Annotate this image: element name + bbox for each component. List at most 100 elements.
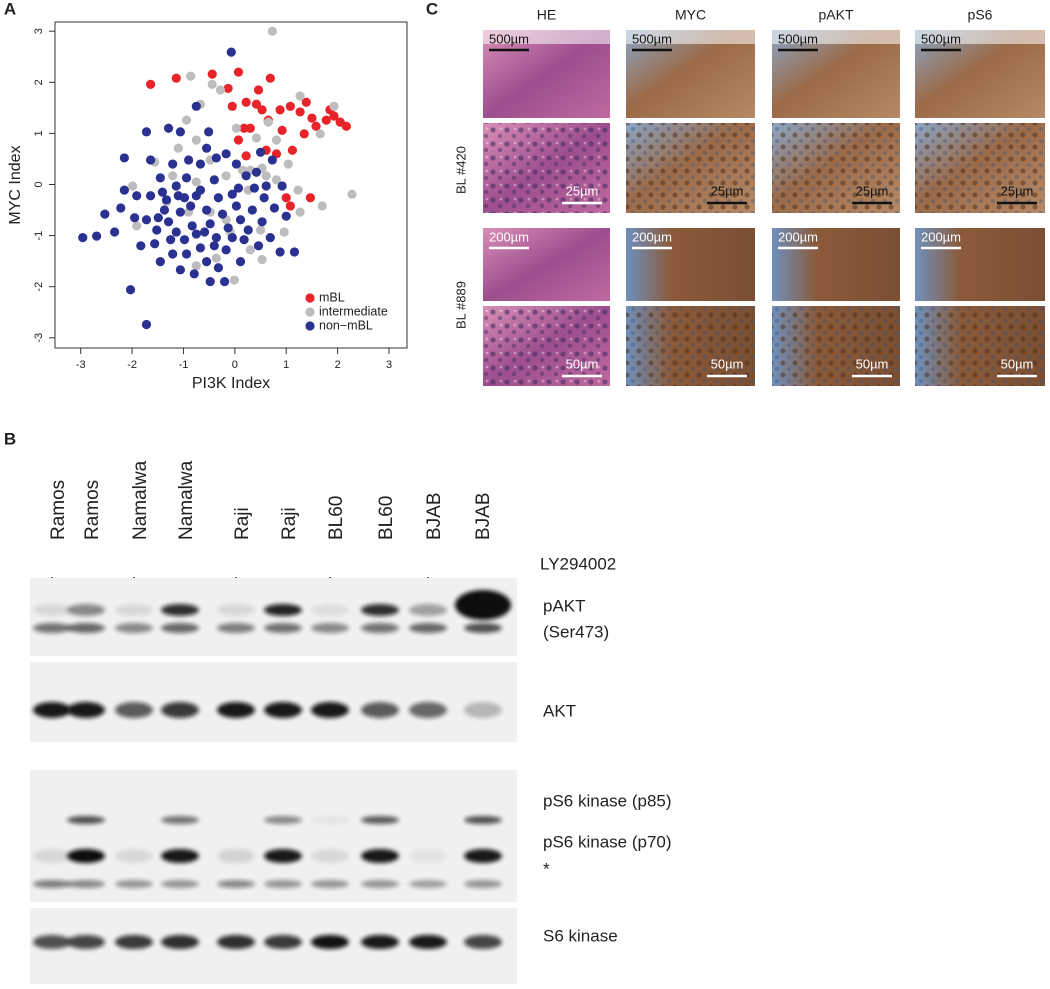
y-tick-label: -1 [33, 231, 45, 241]
data-point [255, 147, 266, 157]
data-point [136, 241, 146, 251]
blot-band [264, 623, 302, 633]
blot-label: pAKT [543, 596, 586, 615]
blot-band [115, 935, 153, 949]
blot-band [464, 935, 502, 949]
blot-band [161, 849, 199, 863]
data-point [201, 143, 212, 153]
data-point [285, 101, 295, 111]
blot-band [115, 702, 153, 718]
data-point [285, 201, 295, 211]
data-point [231, 123, 241, 133]
blot-band [361, 849, 399, 863]
data-point [201, 205, 212, 215]
data-point [329, 111, 339, 121]
tissue-texture [626, 123, 755, 213]
blot-band [217, 604, 255, 616]
data-point [155, 257, 165, 267]
data-point [191, 229, 201, 239]
data-point [261, 171, 271, 181]
scale-bar-label: 500µm [632, 31, 672, 46]
data-point [145, 191, 156, 201]
data-point [92, 231, 102, 241]
treatment-label: LY294002 [540, 554, 616, 573]
data-point [132, 191, 142, 201]
data-point [130, 213, 140, 223]
tissue-background [483, 30, 610, 44]
data-point [247, 205, 257, 215]
blot-band [217, 849, 255, 863]
data-point [141, 319, 152, 330]
data-point [267, 155, 277, 165]
data-point [295, 91, 305, 101]
stain-header: MYC [675, 7, 706, 23]
data-point [253, 85, 264, 95]
data-point [171, 73, 181, 83]
blot-band [264, 604, 302, 616]
data-point [181, 173, 192, 183]
data-point [195, 159, 206, 169]
data-point [329, 101, 339, 111]
legend-marker [305, 321, 315, 331]
data-point [209, 175, 219, 185]
tissue-texture [915, 123, 1045, 213]
data-point [271, 175, 282, 185]
stain-header: pS6 [968, 7, 993, 23]
data-point [301, 97, 311, 107]
blot-band [67, 880, 105, 888]
blot-label: (Ser473) [543, 622, 609, 641]
data-point [199, 227, 210, 237]
blot-band [264, 702, 302, 718]
panel-c: C HE MYC pAKT pS6 BL #420 BL #889 500µm 500µm 500… [426, 0, 1045, 386]
data-point [289, 247, 300, 257]
legend-marker [305, 293, 315, 303]
data-point [226, 47, 236, 57]
tissue-texture [772, 123, 900, 213]
blot-label: AKT [543, 701, 576, 720]
panel-label: A [4, 0, 16, 18]
blot-band [409, 623, 447, 633]
tissue-image [772, 228, 900, 301]
data-point [227, 189, 237, 199]
stain-header: pAKT [818, 7, 853, 23]
data-point [255, 225, 266, 235]
blot-band [161, 880, 199, 888]
blot-band [33, 623, 71, 633]
blot-band [464, 849, 502, 863]
panel-label: C [426, 0, 438, 18]
scale-bar-label: 500µm [921, 31, 961, 46]
data-point [191, 261, 201, 271]
data-point [189, 269, 199, 279]
data-point [263, 117, 273, 127]
tissue-image [626, 30, 755, 118]
lane-label: BL60 [326, 496, 347, 540]
data-point [211, 233, 221, 243]
x-tick-label: 2 [335, 359, 341, 371]
data-point [100, 209, 110, 219]
data-point [173, 143, 183, 153]
data-point [204, 127, 214, 137]
tissue-texture [772, 306, 900, 386]
blot-band [311, 849, 349, 863]
data-point [277, 125, 287, 135]
data-point [293, 185, 303, 195]
y-tick-label: -3 [33, 333, 45, 343]
y-tick-label: 1 [33, 130, 45, 136]
blot-band [264, 849, 302, 863]
data-point [227, 101, 237, 111]
data-point [287, 145, 298, 155]
data-point [269, 203, 280, 213]
x-tick-label: 0 [232, 359, 238, 371]
y-axis-title: MYC Index [7, 145, 24, 224]
data-point [227, 233, 237, 243]
data-point [127, 181, 138, 191]
blot-membrane [30, 770, 517, 902]
blot-band [33, 880, 71, 888]
data-point [233, 183, 244, 193]
data-point [171, 181, 181, 191]
data-point [186, 201, 196, 211]
blot-band [361, 880, 399, 888]
data-point [145, 79, 156, 89]
scale-bar-label: 50µm [1001, 356, 1034, 371]
data-point [235, 257, 246, 267]
